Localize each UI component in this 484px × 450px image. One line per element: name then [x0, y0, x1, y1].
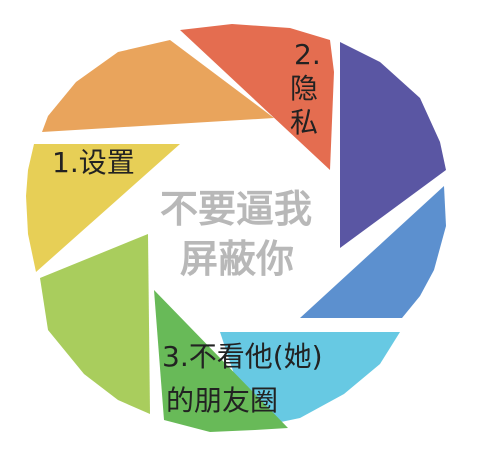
- step-hide-line-2: 的朋友圈: [166, 384, 278, 417]
- step-privacy-char-2: 私: [290, 106, 318, 139]
- step-privacy-number: 2.: [294, 38, 321, 71]
- blade-orange: [42, 40, 274, 132]
- blade-light-green: [40, 234, 150, 414]
- blade-blue: [300, 186, 446, 318]
- step-hide-line-1: 3.不看他(她): [162, 340, 323, 373]
- blade-yellow: [26, 144, 180, 272]
- blade-red: [180, 24, 334, 170]
- step-privacy-char-1: 隐: [290, 72, 318, 105]
- center-title-line-1: 不要逼我: [160, 187, 312, 231]
- blade-cyan: [220, 332, 400, 428]
- center-title-line-2: 屏蔽你: [180, 237, 294, 281]
- blade-purple: [340, 42, 446, 248]
- blade-green: [154, 290, 288, 432]
- step-settings-label: 1.设置: [52, 146, 135, 179]
